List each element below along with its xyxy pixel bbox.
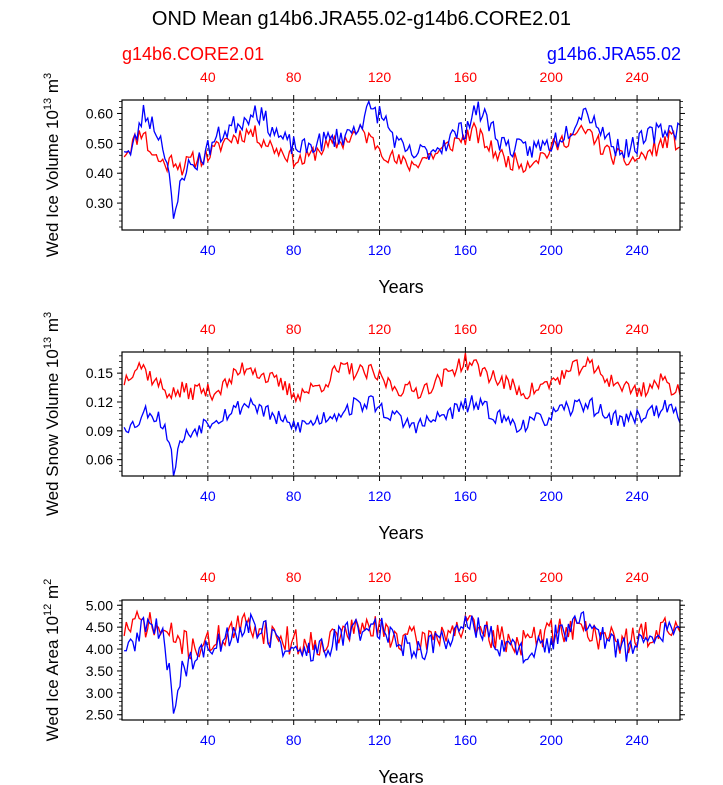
x-tick-label-top: 200 [540,69,564,85]
x-tick-label-top: 120 [368,569,392,585]
x-tick-label-top: 80 [286,321,302,337]
x-axis-label: Years [378,767,423,785]
x-tick-label-bottom: 80 [286,242,302,258]
y-tick-label: 0.40 [86,165,113,181]
x-tick-label-top: 160 [454,69,478,85]
y-axis-label: Wed Ice Volume 1013 m3 [42,73,62,257]
x-tick-label-bottom: 120 [368,242,392,258]
x-tick-label-top: 40 [200,69,216,85]
x-tick-label-bottom: 40 [200,732,216,748]
series-jra-line [124,610,681,714]
x-tick-label-bottom: 200 [540,242,564,258]
x-tick-label-bottom: 200 [540,732,564,748]
x-tick-label-bottom: 120 [368,732,392,748]
y-axis-label: Wed Ice Area 1012 m2 [42,579,62,742]
x-tick-label-top: 160 [454,569,478,585]
x-tick-label-top: 160 [454,321,478,337]
y-tick-label: 0.09 [86,423,113,439]
x-tick-label-bottom: 160 [454,732,478,748]
plot-frame [121,599,681,721]
chart-title: OND Mean g14b6.JRA55.02-g14b6.CORE2.01 [151,8,572,30]
x-tick-label-bottom: 40 [200,488,216,504]
chart-panel-2: 0.06 0.09 0.12 0.15 40 40 80 80 120 120 160 160 200 2… [42,312,685,543]
x-tick-label-top: 80 [286,69,302,85]
series-jra-line [124,99,681,219]
x-tick-label-top: 200 [540,321,564,337]
x-tick-label-top: 240 [625,69,649,85]
y-tick-label: 3.00 [86,685,113,701]
x-tick-label-top: 240 [625,569,649,585]
x-tick-label-bottom: 240 [625,488,649,504]
y-tick-label: 2.50 [86,707,113,723]
x-tick-label-bottom: 240 [625,732,649,748]
x-tick-label-bottom: 200 [540,488,564,504]
y-tick-label: 0.30 [86,195,113,211]
legend-jra: g14b6.JRA55.02 [546,44,681,64]
y-tick-label: 5.00 [86,597,113,613]
y-tick-label: 0.06 [86,452,113,468]
chart-panel-3: 2.50 3.00 3.50 4.00 4.50 5.00 40 40 80 80 120 120 16… [42,569,685,785]
x-tick-label-bottom: 160 [454,242,478,258]
x-tick-label-bottom: 80 [286,732,302,748]
x-tick-label-bottom: 120 [368,488,392,504]
series-core-line [123,121,681,176]
x-tick-label-top: 120 [368,321,392,337]
plot-frame [121,99,681,231]
x-tick-label-top: 120 [368,69,392,85]
x-axis-label: Years [378,523,423,543]
x-tick-label-top: 200 [540,569,564,585]
y-tick-label: 0.60 [86,105,113,121]
y-tick-label: 4.00 [86,641,113,657]
x-tick-label-top: 40 [200,321,216,337]
x-tick-label-bottom: 160 [454,488,478,504]
y-tick-label: 0.15 [86,365,113,381]
x-tick-label-top: 240 [625,321,649,337]
y-tick-label: 4.50 [86,619,113,635]
x-tick-label-bottom: 240 [625,242,649,258]
y-tick-label: 0.12 [86,394,113,410]
y-axis-label: Wed Snow Volume 1013 m3 [42,312,62,516]
series-core-line [123,352,681,404]
x-tick-label-bottom: 40 [200,242,216,258]
x-tick-label-top: 80 [286,569,302,585]
series-core-line [123,609,681,660]
x-tick-label-bottom: 80 [286,488,302,504]
y-tick-label: 0.50 [86,135,113,151]
x-axis-label: Years [378,277,423,297]
y-tick-label: 3.50 [86,663,113,679]
x-tick-label-top: 40 [200,569,216,585]
legend-core: g14b6.CORE2.01 [122,44,265,64]
chart-panel-1: 0.30 0.40 0.50 0.60 40 40 80 80 120 120 160 160 200 2… [42,69,685,297]
series-jra-line [123,395,681,477]
